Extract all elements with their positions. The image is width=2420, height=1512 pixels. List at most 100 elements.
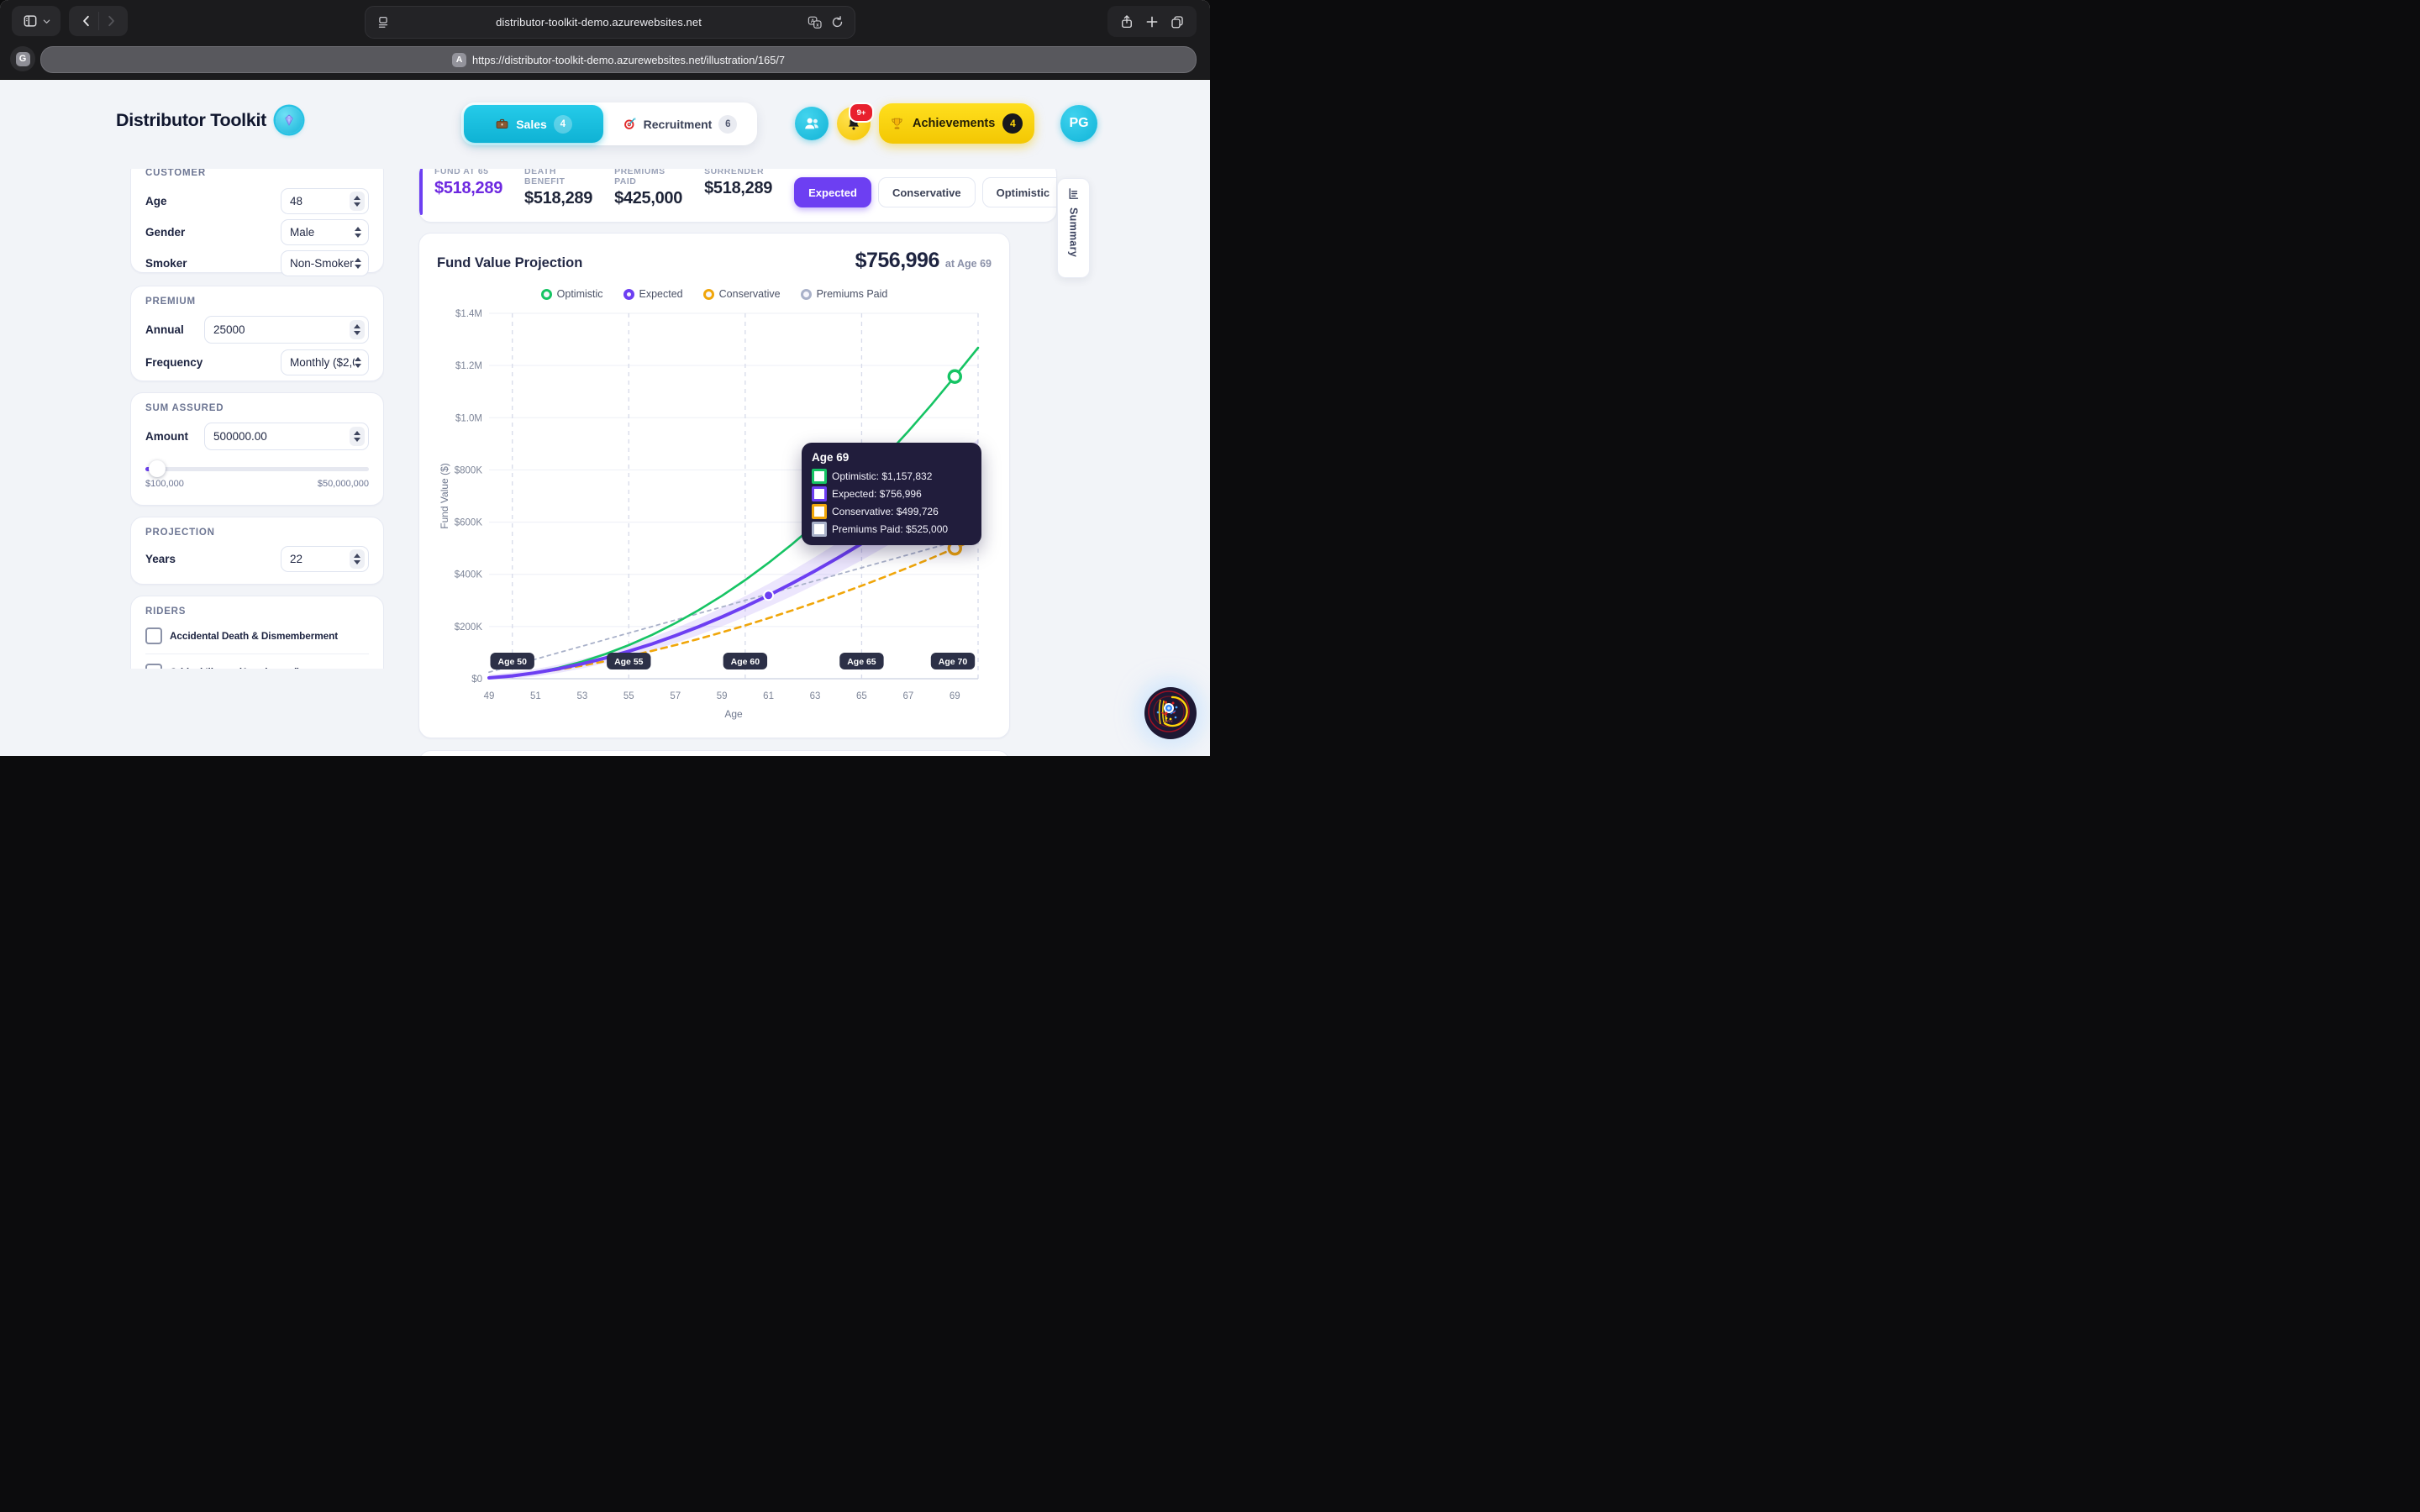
legend-label: Expected xyxy=(639,288,683,300)
team-button[interactable] xyxy=(795,107,829,140)
browser-toolbar: distributor-toolkit-demo.azurewebsites.n… xyxy=(0,0,1210,42)
rider-ci-row[interactable]: Critical Illness (Accelerated) xyxy=(145,664,369,669)
scenario-optimistic-button[interactable]: Optimistic xyxy=(981,177,1056,207)
notifications-button[interactable]: 9+ xyxy=(837,102,874,140)
svg-text:Fund Value ($): Fund Value ($) xyxy=(439,463,450,529)
amount-stepper[interactable] xyxy=(350,427,365,446)
stat-value: $425,000 xyxy=(614,189,683,207)
page-scroll-area[interactable]: CUSTOMER Age 48 Gender Male xyxy=(0,169,1210,756)
profile-button[interactable]: G xyxy=(10,46,35,71)
svg-text:55: 55 xyxy=(623,691,634,701)
new-tab-button[interactable] xyxy=(1144,14,1160,29)
tooltip-row: Premiums Paid: $525,000 xyxy=(812,522,971,537)
url-text: https://distributor-toolkit-demo.azurewe… xyxy=(471,53,785,66)
gender-select[interactable]: Male xyxy=(281,219,369,245)
svg-text:$600K: $600K xyxy=(455,518,483,528)
achievements-button[interactable]: Achievements 4 xyxy=(879,103,1035,144)
legend-item-expected[interactable]: Expected xyxy=(623,288,683,300)
share-button[interactable] xyxy=(1119,14,1134,29)
rider-add-checkbox[interactable] xyxy=(145,627,162,644)
amount-input[interactable]: 500000.00 xyxy=(204,423,369,450)
overlay-logo-icon: A.R.V. xyxy=(1144,687,1197,739)
achievements-label: Achievements xyxy=(913,117,996,130)
svg-text:63: 63 xyxy=(810,691,821,701)
svg-text:A.R.V.: A.R.V. xyxy=(1165,720,1173,723)
select-chevrons-icon xyxy=(355,357,361,368)
legend-label: Conservative xyxy=(718,288,781,300)
annual-premium-input[interactable]: 25000 xyxy=(204,316,369,344)
sum-assured-slider[interactable] xyxy=(145,460,369,477)
scenario-conservative-button[interactable]: Conservative xyxy=(877,177,976,207)
forward-button[interactable] xyxy=(103,13,118,29)
annual-label: Annual xyxy=(145,323,184,336)
legend-label: Optimistic xyxy=(556,288,603,300)
tab-sales[interactable]: Sales 4 xyxy=(464,105,603,143)
url-host-text: distributor-toolkit-demo.azurewebsites.n… xyxy=(496,16,702,29)
avatar[interactable]: PG xyxy=(1060,105,1097,142)
tab-overview-button[interactable] xyxy=(1170,14,1185,29)
rider-ci-checkbox[interactable] xyxy=(145,664,162,669)
rider-ci-label: Critical Illness (Accelerated) xyxy=(170,666,300,669)
screen: distributor-toolkit-demo.azurewebsites.n… xyxy=(0,0,1210,756)
smoker-select[interactable]: Non-Smoker xyxy=(281,250,369,276)
legend-item-conservative[interactable]: Conservative xyxy=(702,288,781,300)
swatch-icon xyxy=(812,469,827,484)
years-label: Years xyxy=(145,553,176,565)
reader-view-icon[interactable] xyxy=(376,15,391,30)
sum-assured-card: SUM ASSURED Amount 500000.00 xyxy=(130,392,384,506)
chevron-down-icon xyxy=(43,19,50,24)
svg-text:Age 55: Age 55 xyxy=(614,657,644,667)
chart-plot-area: $0 $200K $400K $600K $800K $1.0M $1.2M $1.4M Age… xyxy=(437,305,992,729)
address-bar[interactable]: distributor-toolkit-demo.azurewebsites.n… xyxy=(365,6,855,39)
stat-fund-at-65: FUND AT 65 $518,289 xyxy=(434,169,502,198)
age-stepper[interactable] xyxy=(350,192,365,211)
frequency-select[interactable]: Monthly ($2,083) xyxy=(281,349,369,375)
history-nav-group xyxy=(69,6,128,36)
slider-track[interactable] xyxy=(145,467,369,471)
notifications-badge: 9+ xyxy=(849,102,874,123)
back-button[interactable] xyxy=(79,13,94,29)
scenario-switcher: Expected Conservative Optimistic xyxy=(794,177,1056,207)
site-badge: A xyxy=(451,52,466,67)
profile-badge: G xyxy=(15,51,30,66)
stat-value: $518,289 xyxy=(434,179,503,197)
translate-icon[interactable]: Ax xyxy=(807,14,823,30)
svg-text:$1.4M: $1.4M xyxy=(455,309,482,319)
summary-tab[interactable]: Summary xyxy=(1057,178,1090,278)
svg-text:Age: Age xyxy=(724,708,743,720)
years-value: 22 xyxy=(290,553,303,565)
scenario-expected-button[interactable]: Expected xyxy=(794,177,871,207)
people-icon xyxy=(805,118,818,129)
svg-text:57: 57 xyxy=(670,691,681,701)
legend-ring-icon xyxy=(800,288,812,300)
rider-add-row[interactable]: Accidental Death & Dismemberment xyxy=(145,627,369,644)
summary-tab-label: Summary xyxy=(1067,207,1080,258)
annual-stepper[interactable] xyxy=(350,320,365,339)
toolbar-right-group xyxy=(1107,6,1197,37)
riders-card: RIDERS Accidental Death & Dismemberment … xyxy=(130,596,384,669)
stat-label: SURRENDER xyxy=(704,169,765,176)
slider-thumb[interactable] xyxy=(149,460,166,477)
legend-item-premiums[interactable]: Premiums Paid xyxy=(800,288,887,300)
premium-card: PREMIUM Annual 25000 Frequency Monthly (… xyxy=(130,286,384,381)
age-input[interactable]: 48 xyxy=(281,188,369,214)
svg-text:A: A xyxy=(811,18,815,24)
reload-button[interactable] xyxy=(830,15,844,29)
tab-recruitment[interactable]: Recruitment 6 xyxy=(608,105,751,143)
smoker-label: Smoker xyxy=(145,257,187,270)
url-field[interactable]: A https://distributor-toolkit-demo.azure… xyxy=(40,46,1197,73)
tab-recruitment-badge: 6 xyxy=(718,114,738,134)
tooltip-title: Age 69 xyxy=(812,451,850,464)
svg-text:$400K: $400K xyxy=(455,570,483,580)
legend-ring-icon xyxy=(623,288,634,300)
years-stepper[interactable] xyxy=(350,549,365,569)
svg-text:61: 61 xyxy=(763,691,774,701)
stat-label: DEATH BENEFIT xyxy=(524,169,566,186)
sidebar-toggle-button[interactable] xyxy=(12,6,60,36)
stat-death-benefit: DEATH BENEFIT $518,289 xyxy=(524,169,592,208)
report-icon xyxy=(1069,188,1079,199)
years-input[interactable]: 22 xyxy=(281,546,369,572)
swatch-icon xyxy=(812,504,827,519)
legend-item-optimistic[interactable]: Optimistic xyxy=(540,288,603,300)
sum-assured-section-title: SUM ASSURED xyxy=(145,403,224,413)
